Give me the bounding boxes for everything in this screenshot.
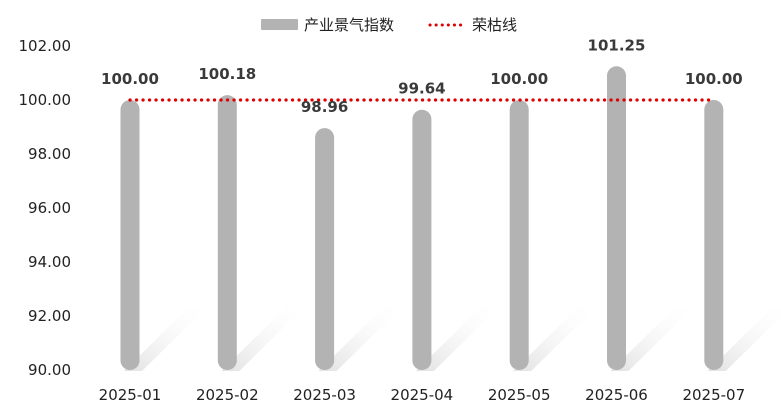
- bar: [217, 95, 237, 370]
- x-tick-label: 2025-05: [488, 386, 551, 404]
- bar-shadow: [610, 304, 697, 371]
- bar-shadow: [415, 304, 502, 371]
- bar-shadow: [318, 304, 405, 371]
- legend-item-index: 产业景气指数: [261, 16, 394, 34]
- x-tick-label: 2025-03: [293, 386, 356, 404]
- bar-shadow: [513, 304, 600, 371]
- bar: [412, 109, 432, 370]
- data-label: 100.18: [198, 65, 256, 83]
- bar: [607, 66, 626, 370]
- data-labels: 100.00 100.18 98.96 99.64 100.00 101.25 100.00: [101, 36, 743, 116]
- y-tick-label: 98.00: [28, 145, 71, 163]
- bar-shadow: [124, 304, 210, 371]
- y-axis: 90.00 92.00 94.00 96.00 98.00 100.00 102.00: [19, 37, 72, 379]
- x-tick-label: 2025-04: [391, 386, 454, 404]
- x-axis: 2025-01 2025-02 2025-03 2025-04 2025-05 2025-…: [99, 386, 745, 404]
- x-tick-label: 2025-01: [99, 386, 162, 404]
- data-label: 100.00: [685, 70, 743, 88]
- bars: [120, 66, 724, 370]
- legend-item-threshold: 荣枯线: [428, 16, 517, 34]
- bar: [315, 128, 335, 370]
- x-tick-label: 2025-07: [682, 386, 745, 404]
- y-tick-label: 100.00: [19, 91, 72, 109]
- legend: 产业景气指数 荣枯线: [261, 16, 517, 34]
- bar: [509, 100, 529, 370]
- data-label: 101.25: [588, 36, 646, 54]
- bar: [704, 100, 724, 370]
- bar-shadow: [221, 304, 308, 371]
- data-label: 99.64: [398, 80, 445, 98]
- legend-label-index: 产业景气指数: [304, 16, 394, 34]
- legend-label-threshold: 荣枯线: [472, 16, 517, 34]
- data-label: 100.00: [490, 70, 548, 88]
- y-tick-label: 96.00: [28, 199, 71, 217]
- bar: [120, 100, 140, 370]
- bar-shadow: [707, 304, 781, 371]
- y-tick-label: 94.00: [28, 253, 71, 271]
- data-label: 100.00: [101, 70, 159, 88]
- data-label: 98.96: [301, 98, 348, 116]
- x-tick-label: 2025-06: [585, 386, 648, 404]
- y-tick-label: 90.00: [28, 361, 71, 379]
- bar-shadows: [124, 304, 781, 371]
- legend-swatch-index: [261, 19, 298, 30]
- x-tick-label: 2025-02: [196, 386, 259, 404]
- y-tick-label: 102.00: [19, 37, 72, 55]
- y-tick-label: 92.00: [28, 307, 71, 325]
